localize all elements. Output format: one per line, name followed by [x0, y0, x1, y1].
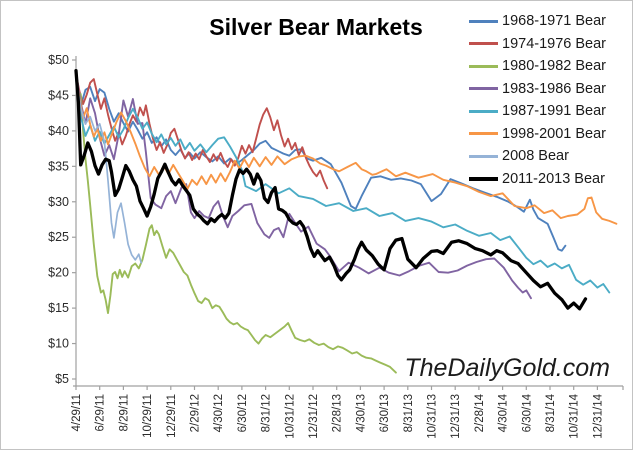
x-tick-label: 8/29/11	[118, 394, 130, 432]
x-tick-label: 6/30/14	[521, 393, 533, 432]
x-tick-label: 6/29/11	[95, 394, 107, 432]
legend-swatch-line	[469, 87, 498, 91]
y-tick-label: $45	[48, 88, 69, 102]
legend-label: 1983-1986 Bear	[502, 80, 606, 97]
x-tick-label: 10/31/14	[569, 393, 581, 438]
y-tick-label: $50	[48, 53, 69, 67]
x-tick-label: 2/29/12	[190, 394, 202, 432]
legend-item: 1983-1986 Bear	[469, 78, 629, 101]
legend-item: 2008 Bear	[469, 145, 629, 168]
legend-swatch-line	[469, 154, 498, 158]
legend-label: 2008 Bear	[502, 148, 569, 165]
x-tick-label: 4/30/14	[498, 393, 510, 432]
legend-item: 1998-2001 Bear	[469, 123, 629, 146]
legend-label: 1974-1976 Bear	[502, 35, 606, 52]
legend-swatch-line	[469, 42, 498, 46]
series-line-1980-1982-bear	[75, 70, 397, 374]
watermark: TheDailyGold.com	[404, 354, 610, 382]
x-tick-label: 6/30/12	[237, 394, 249, 432]
legend-label: 1987-1991 Bear	[502, 103, 606, 120]
series-line-1968-1971-bear	[75, 78, 567, 252]
legend-swatch-line	[469, 64, 498, 68]
y-tick-label: $40	[48, 124, 69, 138]
x-tick-label: 4/30/12	[213, 394, 225, 432]
x-tick-label: 2/28/14	[474, 393, 486, 432]
legend-label: 2011-2013 Bear	[502, 170, 605, 187]
legend-swatch-line	[469, 19, 498, 23]
x-tick-label: 4/29/11	[71, 394, 83, 432]
legend-swatch-line	[469, 109, 498, 113]
x-tick-label: 10/29/11	[142, 394, 154, 438]
y-tick-label: $25	[48, 230, 69, 244]
series-line-1983-1986-bear	[75, 71, 532, 300]
legend-label: 1968-1971 Bear	[502, 13, 606, 30]
legend: 1968-1971 Bear 1974-1976 Bear 1980-1982 Be…	[469, 10, 629, 190]
chart-title: Silver Bear Markets	[209, 14, 423, 40]
legend-label: 1998-2001 Bear	[502, 125, 606, 142]
y-tick-label: $15	[48, 301, 69, 315]
series-line-2008-bear	[75, 74, 143, 264]
y-tick-label: $5	[55, 372, 69, 386]
legend-item: 1974-1976 Bear	[469, 33, 629, 56]
y-tick-label: $30	[48, 195, 69, 209]
legend-item: 1968-1971 Bear	[469, 10, 629, 33]
x-tick-label: 4/30/13	[355, 394, 367, 432]
legend-item: 2011-2013 Bear	[469, 168, 629, 191]
y-tick-label: $20	[48, 266, 69, 280]
legend-label: 1980-1982 Bear	[502, 58, 606, 75]
legend-item: 1980-1982 Bear	[469, 55, 629, 78]
x-tick-label: 12/31/14	[592, 393, 604, 438]
x-tick-label: 12/31/13	[450, 394, 462, 439]
x-tick-label: 12/29/11	[166, 394, 178, 438]
series-line-1987-1991-bear	[75, 76, 611, 294]
x-tick-label: 2/28/13	[332, 394, 344, 432]
x-tick-label: 12/31/12	[308, 394, 320, 439]
legend-swatch-line	[469, 176, 498, 181]
y-tick-label: $10	[48, 337, 69, 351]
x-tick-label: 6/30/13	[379, 394, 391, 432]
legend-item: 1987-1991 Bear	[469, 100, 629, 123]
legend-swatch-line	[469, 132, 498, 136]
x-tick-label: 8/31/12	[261, 394, 273, 432]
x-tick-label: 10/31/13	[427, 394, 439, 439]
series-line-2011-2013-bear	[74, 68, 588, 311]
x-tick-label: 8/31/14	[545, 393, 557, 432]
series-line-1998-2001-bear	[75, 73, 618, 225]
x-tick-label: 10/31/12	[284, 394, 296, 439]
y-tick-label: $35	[48, 159, 69, 173]
x-tick-label: 8/31/13	[403, 394, 415, 432]
